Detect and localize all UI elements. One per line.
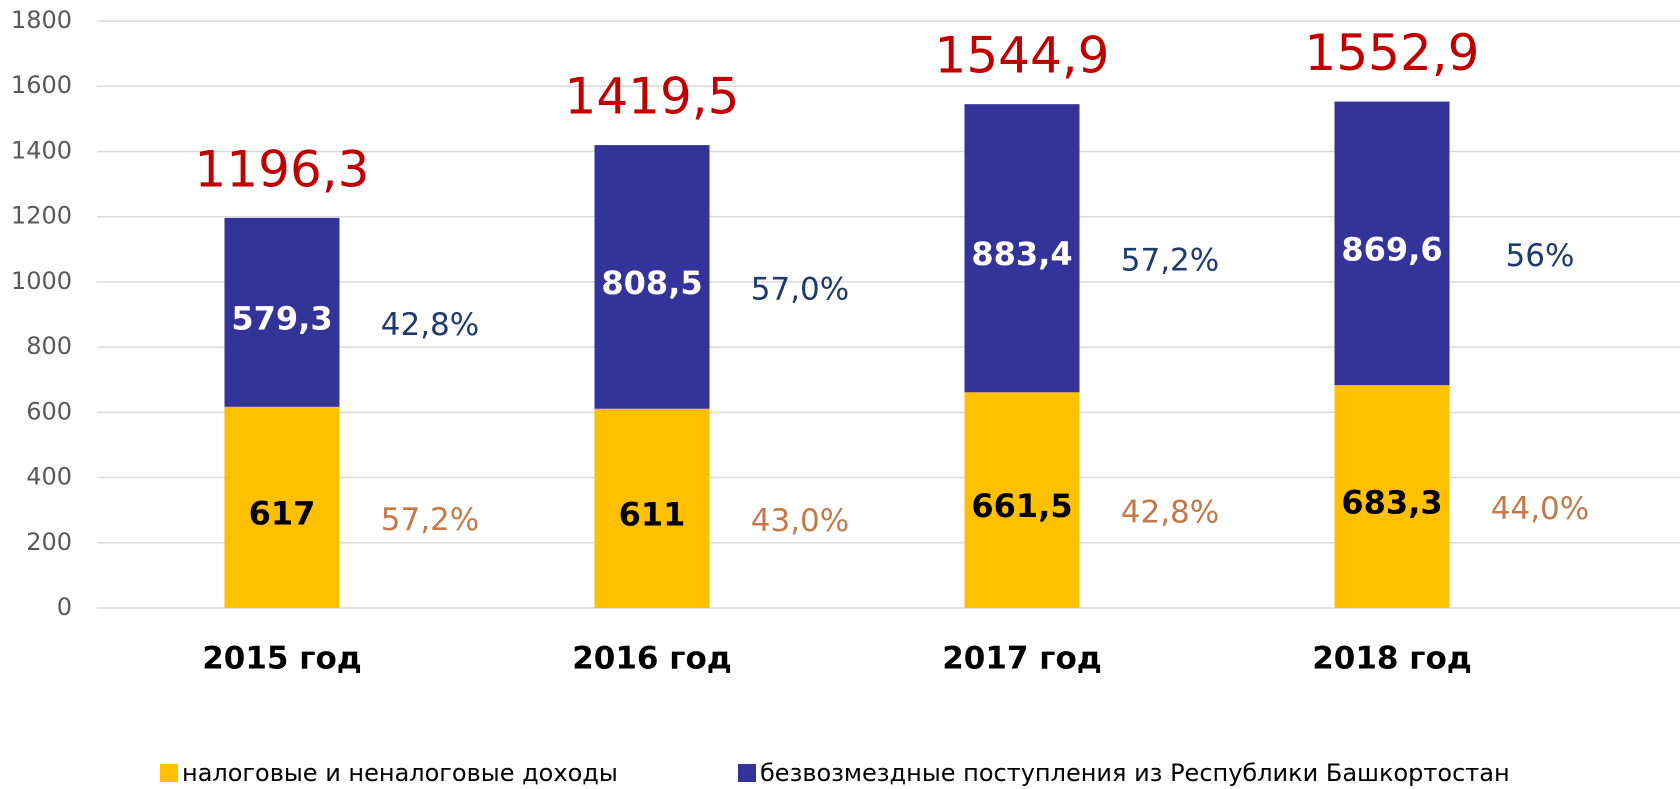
- y-tick-label: 1000: [11, 267, 72, 295]
- y-tick-label: 400: [26, 463, 72, 491]
- y-tick-label: 1200: [11, 202, 72, 230]
- bar-segment: [1334, 385, 1450, 608]
- value-label: 869,6: [1341, 230, 1442, 268]
- bar-segment: [594, 408, 710, 608]
- value-label: 661,5: [971, 487, 1072, 525]
- y-tick-label: 200: [26, 528, 72, 556]
- x-tick-label: 2015 год: [202, 641, 362, 677]
- bar-segment: [594, 145, 710, 409]
- total-label: 1196,3: [195, 140, 370, 198]
- y-tick-label: 0: [57, 593, 72, 621]
- bar-segment: [224, 217, 340, 407]
- share-label: 57,0%: [751, 271, 849, 307]
- value-label: 683,3: [1341, 484, 1442, 522]
- value-label: 579,3: [231, 299, 332, 337]
- x-tick-label: 2017 год: [942, 641, 1102, 677]
- total-label: 1552,9: [1305, 24, 1480, 82]
- value-label: 883,4: [971, 235, 1072, 273]
- y-tick-label: 800: [26, 332, 72, 360]
- value-label: 617: [249, 494, 316, 532]
- legend-swatch: [738, 764, 756, 782]
- bar-segment: [224, 406, 340, 608]
- y-tick-label: 1400: [11, 136, 72, 164]
- share-label: 57,2%: [1121, 243, 1219, 279]
- y-tick-label: 1800: [11, 6, 72, 34]
- value-label: 808,5: [601, 264, 702, 302]
- bar-segment: [964, 104, 1080, 393]
- share-label: 44,0%: [1491, 491, 1589, 527]
- value-label: 611: [619, 495, 686, 533]
- share-label: 56%: [1506, 238, 1575, 274]
- total-label: 1544,9: [935, 27, 1110, 85]
- legend-label: безвозмездные поступления из Республики …: [760, 759, 1510, 787]
- legend-swatch: [160, 764, 178, 782]
- share-label: 42,8%: [381, 307, 479, 343]
- share-label: 42,8%: [1121, 495, 1219, 531]
- x-tick-label: 2016 год: [572, 641, 732, 677]
- y-tick-label: 1600: [11, 71, 72, 99]
- bar-segment: [964, 392, 1080, 608]
- share-label: 57,2%: [381, 502, 479, 538]
- legend-label: налоговые и неналоговые доходы: [182, 759, 618, 787]
- y-tick-label: 600: [26, 397, 72, 425]
- share-label: 43,0%: [751, 503, 849, 539]
- total-label: 1419,5: [565, 68, 740, 126]
- x-tick-label: 2018 год: [1312, 641, 1472, 677]
- bar-segment: [1334, 101, 1450, 386]
